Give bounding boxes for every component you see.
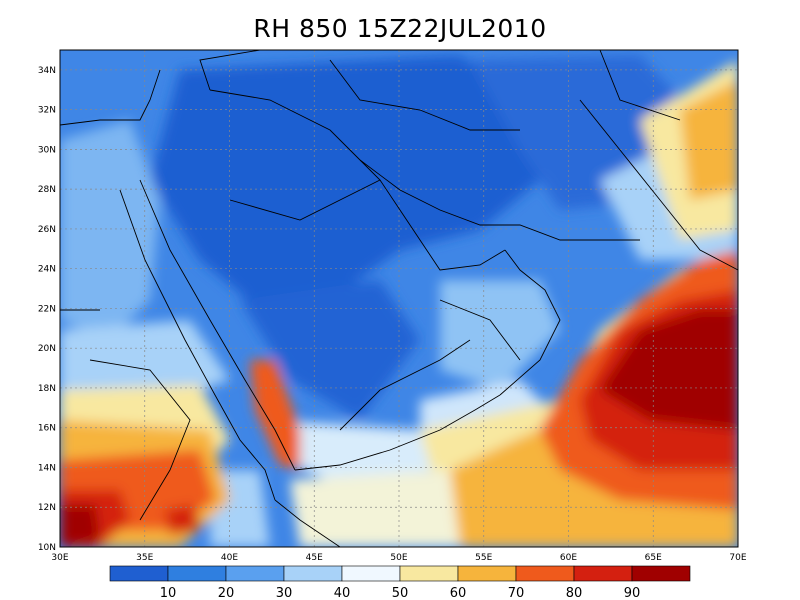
colorbar-label: 10 [160, 586, 177, 600]
colorbar-swatch [573, 565, 633, 582]
colorbar-swatch [225, 565, 285, 582]
x-tick-label: 50E [390, 553, 407, 563]
y-tick-label: 22N [38, 304, 56, 314]
colorbar [109, 565, 691, 582]
colorbar-label: 40 [334, 586, 351, 600]
colorbar-label: 20 [218, 586, 235, 600]
y-tick-label: 20N [38, 344, 56, 354]
rh-field [60, 50, 738, 547]
graticule [60, 50, 738, 547]
x-tick-label: 60E [560, 553, 577, 563]
y-tick-label: 26N [38, 225, 56, 235]
colorbar-swatch [399, 565, 459, 582]
y-tick-label: 34N [38, 66, 56, 76]
colorbar-label: 60 [450, 586, 467, 600]
colorbar-labels: 10 20 30 40 50 60 70 80 90 [160, 586, 641, 600]
colorbar-swatch [515, 565, 575, 582]
y-tick-label: 32N [38, 106, 56, 116]
colorbar-swatch [109, 565, 169, 582]
y-tick-label: 30N [38, 145, 56, 155]
x-tick-label: 30E [51, 553, 68, 563]
colorbar-label: 80 [566, 586, 583, 600]
map-title: RH 850 15Z22JUL2010 [253, 14, 547, 43]
y-tick-label: 24N [38, 265, 56, 275]
x-tick-label: 40E [221, 553, 238, 563]
colorbar-label: 70 [508, 586, 525, 600]
x-tick-label: 70E [729, 553, 746, 563]
x-tick-label: 35E [136, 553, 153, 563]
colorbar-label: 50 [392, 586, 409, 600]
coastline-borders [59, 49, 739, 548]
colorbar-swatch [457, 565, 517, 582]
colorbar-swatch [631, 565, 691, 582]
y-tick-labels: 34N 32N 30N 28N 26N 24N 22N 20N 18N 16N 14N 12N 10N [38, 66, 56, 553]
colorbar-swatch [283, 565, 343, 582]
x-tick-label: 65E [645, 553, 662, 563]
y-tick-label: 12N [38, 503, 56, 513]
y-tick-label: 10N [38, 543, 56, 553]
colorbar-label: 90 [624, 586, 641, 600]
colorbar-label: 30 [276, 586, 293, 600]
y-tick-label: 18N [38, 384, 56, 394]
plot-frame [59, 49, 739, 548]
y-tick-label: 14N [38, 463, 56, 473]
x-tick-label: 55E [475, 553, 492, 563]
y-tick-label: 16N [38, 424, 56, 434]
colorbar-swatch [167, 565, 227, 582]
x-tick-label: 45E [306, 553, 323, 563]
x-tick-labels: 30E 35E 40E 45E 50E 55E 60E 65E 70E [51, 553, 746, 563]
y-tick-label: 28N [38, 185, 56, 195]
colorbar-swatch [341, 565, 401, 582]
